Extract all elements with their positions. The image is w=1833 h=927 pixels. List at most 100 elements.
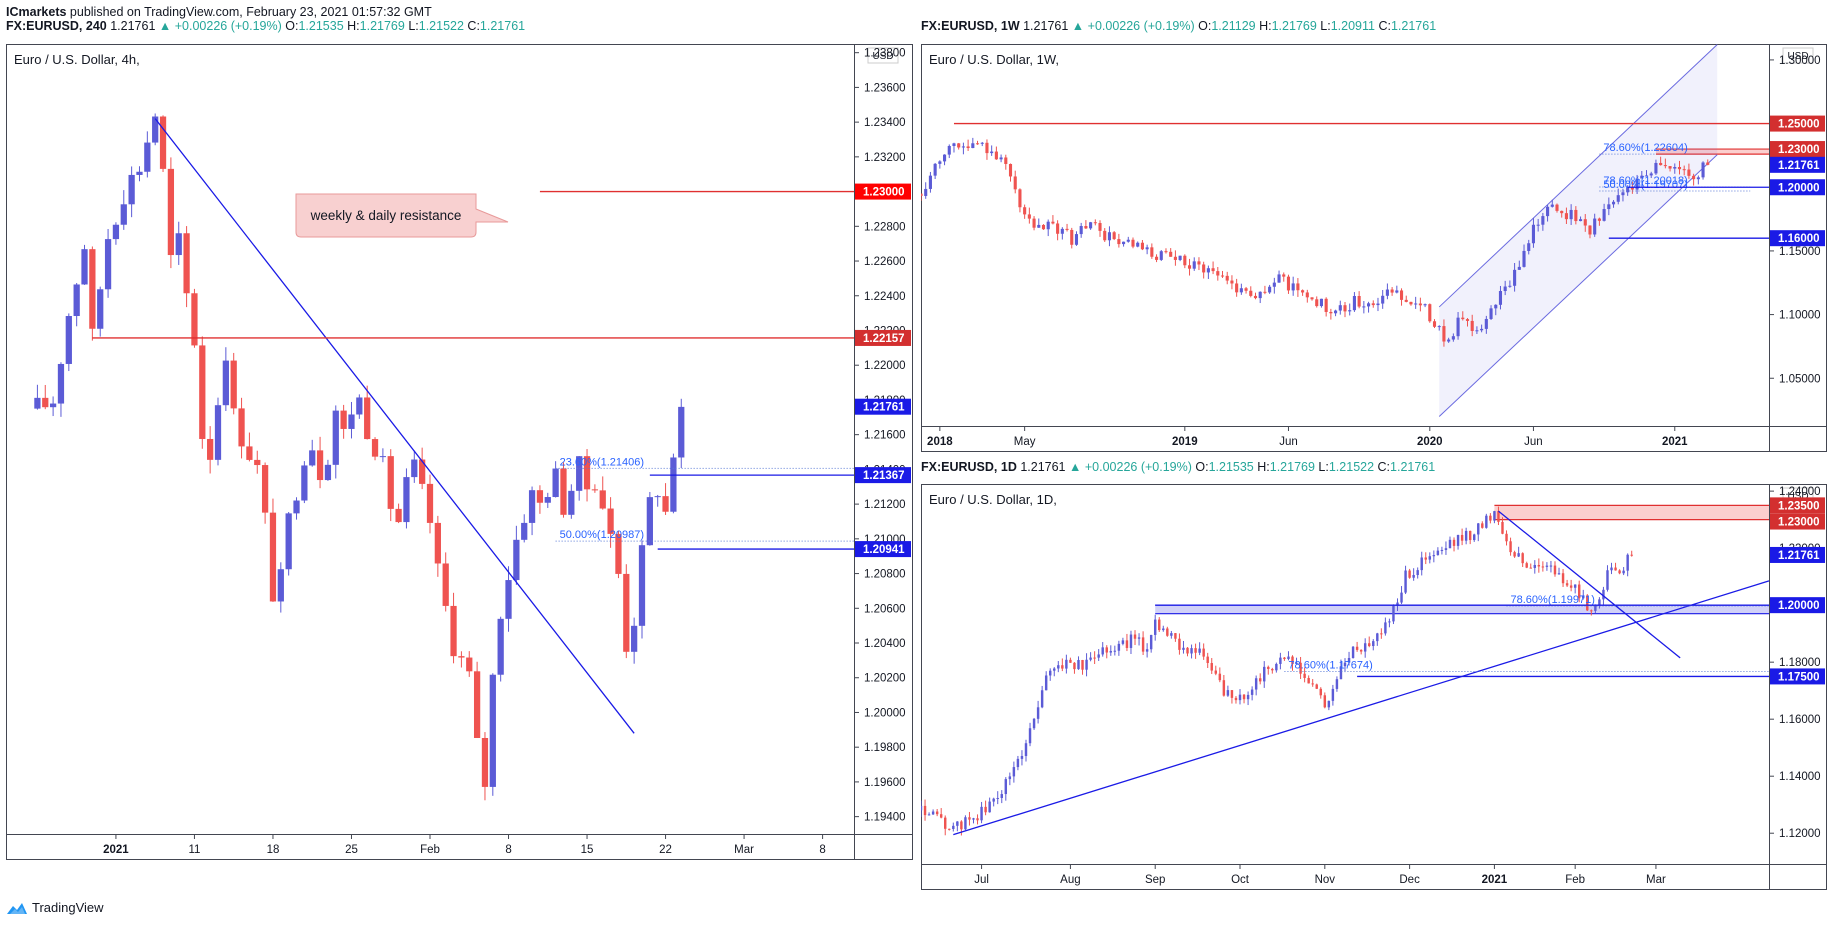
up-arrow-icon: ▲ bbox=[1071, 19, 1085, 33]
candle-body bbox=[1404, 299, 1408, 302]
change-value: +0.00226 (+0.19%) bbox=[1087, 19, 1195, 33]
fib-level-label: 78.60%(1.22604) bbox=[1603, 142, 1687, 154]
candle-body bbox=[1279, 657, 1282, 664]
candle-body bbox=[1442, 326, 1446, 342]
price-axis-labels: 1.23000 1.25000 1.20000 1.16000 1.21761 bbox=[1770, 115, 1825, 247]
chart-1d-panel[interactable]: Euro / U.S. Dollar, 1D,USD1.240001.22000… bbox=[921, 484, 1827, 890]
candle-body bbox=[1150, 247, 1154, 257]
candle-body bbox=[65, 316, 72, 364]
candle-body bbox=[1117, 643, 1121, 651]
candle-body bbox=[1452, 539, 1456, 546]
chart-frame bbox=[6, 44, 913, 860]
callout-bubble bbox=[295, 193, 509, 238]
candle-body bbox=[1081, 659, 1084, 670]
candle-body bbox=[1616, 195, 1620, 202]
low-label: L: bbox=[408, 19, 419, 33]
low-value: 1.21522 bbox=[1328, 460, 1375, 474]
candle-body bbox=[536, 490, 544, 503]
level-price-label: 1.20000 bbox=[1778, 182, 1820, 194]
candle-body bbox=[1536, 224, 1540, 226]
candle-body bbox=[1432, 555, 1436, 557]
candle-body bbox=[1509, 541, 1512, 553]
candle-body bbox=[964, 817, 967, 830]
candle-body bbox=[1404, 570, 1407, 593]
close-value: 1.21761 bbox=[479, 19, 526, 33]
candle-body bbox=[670, 457, 677, 512]
candle-body bbox=[1598, 599, 1601, 605]
candle-body bbox=[1234, 697, 1238, 701]
chart-title: Euro / U.S. Dollar, 4h, bbox=[14, 52, 140, 67]
candle-body bbox=[1553, 565, 1557, 575]
candle-body bbox=[301, 465, 308, 501]
fib-level-label: 50.00%(1.20987) bbox=[560, 529, 644, 541]
level-price-label-bg bbox=[1770, 668, 1825, 685]
tradingview-logo[interactable]: TradingView bbox=[6, 900, 104, 915]
candle-body bbox=[1295, 662, 1298, 665]
last-price-label: 1.21761 bbox=[1778, 160, 1820, 172]
up-arrow-icon: ▲ bbox=[1069, 460, 1082, 474]
candle-body bbox=[943, 154, 947, 162]
candle-body bbox=[152, 116, 159, 143]
candle-body bbox=[1456, 317, 1460, 337]
chart-header-w1: FX:EURUSD, 1W 1.21761 ▲ +0.00226 (+0.19%… bbox=[921, 19, 1436, 33]
candle-body bbox=[1577, 584, 1581, 599]
candle-body bbox=[1533, 564, 1537, 568]
candle-body bbox=[144, 142, 151, 172]
candle-body bbox=[1258, 291, 1262, 299]
candle-body bbox=[1250, 689, 1254, 695]
candle-body bbox=[1065, 228, 1069, 230]
fib-level-label: 78.60%(1.20018) bbox=[1603, 175, 1687, 187]
candle-body bbox=[1085, 659, 1088, 670]
candle-body bbox=[654, 496, 661, 498]
candle-body bbox=[1057, 665, 1060, 669]
candle-body bbox=[1004, 779, 1008, 795]
candle-body bbox=[1218, 673, 1222, 681]
candle-body bbox=[984, 806, 987, 813]
price-value: 1.21761 bbox=[1020, 460, 1066, 474]
candle-body bbox=[1013, 176, 1017, 190]
candle-body bbox=[1461, 317, 1465, 320]
y-tick-label: 1.20400 bbox=[864, 638, 906, 650]
candle-body bbox=[1037, 224, 1041, 228]
zone-price-label-bg bbox=[1770, 141, 1825, 158]
publisher-name[interactable]: ICmarkets bbox=[6, 5, 67, 19]
y-tick-label: 1.20000 bbox=[864, 707, 906, 719]
candle-body bbox=[1388, 621, 1391, 623]
symbol-label: FX:EURUSD, 240 bbox=[6, 19, 107, 33]
candle-body bbox=[1103, 230, 1107, 241]
candle-body bbox=[1187, 265, 1192, 269]
candle-body bbox=[1663, 165, 1667, 167]
candle-body bbox=[1586, 595, 1589, 611]
candle-body bbox=[1126, 239, 1130, 242]
close-label: C: bbox=[1378, 19, 1391, 33]
candle-body bbox=[1557, 573, 1561, 575]
y-tick-label: 1.05000 bbox=[1779, 373, 1821, 385]
x-tick-label: Jun bbox=[1524, 436, 1543, 448]
candle-body bbox=[426, 483, 434, 523]
candle-body bbox=[1363, 643, 1367, 652]
candle-body bbox=[1611, 201, 1616, 205]
candle-body bbox=[994, 151, 998, 160]
candle-body bbox=[1339, 666, 1343, 680]
candle-body bbox=[128, 174, 135, 205]
chart-title: Euro / U.S. Dollar, 1W, bbox=[929, 52, 1059, 67]
candle-body bbox=[419, 459, 426, 484]
candle-body bbox=[387, 456, 394, 509]
candle-body bbox=[1117, 239, 1121, 245]
candle-body bbox=[1475, 330, 1479, 332]
candle-body bbox=[1505, 533, 1508, 542]
candle-body bbox=[1493, 511, 1496, 521]
tradingview-logo-text: TradingView bbox=[32, 900, 104, 915]
fib-level-label: 50.00%(1.19707) bbox=[1603, 179, 1687, 191]
candle-body bbox=[1517, 266, 1521, 270]
candle-body bbox=[678, 406, 685, 458]
candle-body bbox=[1677, 167, 1682, 170]
candle-body bbox=[214, 405, 222, 460]
candle-body bbox=[104, 239, 112, 290]
candle-body bbox=[466, 657, 473, 672]
candle-body bbox=[1408, 570, 1411, 578]
candle-body bbox=[988, 801, 991, 813]
candle-body bbox=[1246, 694, 1250, 700]
